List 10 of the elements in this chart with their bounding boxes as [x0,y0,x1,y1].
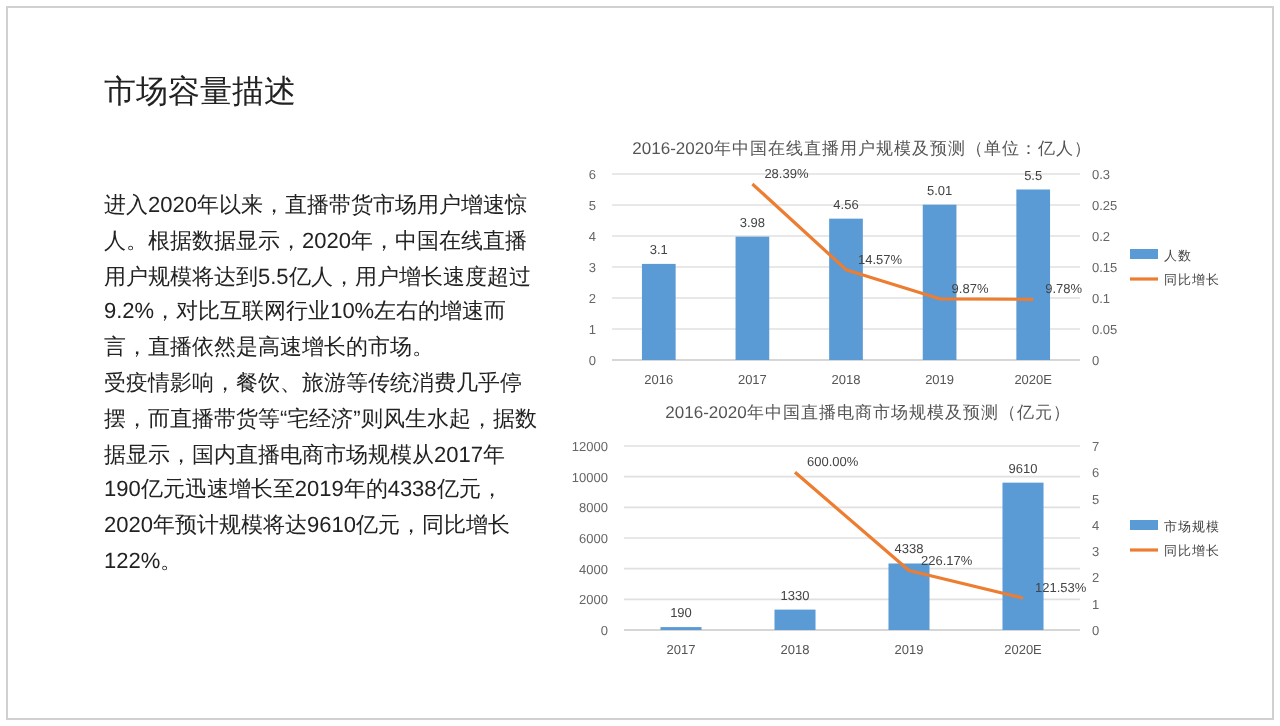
text: 市场容量描述 [104,73,298,114]
text: 进入2020年以来，直播带货市场用户增速惊人。根据数据显示，2020年，中国在线直播用户规模将达到5.5亿人，用户增长速度超过9.2%，对比互联网行业10%左右的增速而言，直播依然是高速增长的市场。 [104,191,533,365]
bar [888,563,930,630]
bar [829,218,863,360]
text: 受疫情影响，餐饮、旅游等传统消费几乎停摆，而直播带货等“宅经济”则风生水起，据数据显示，国内直播电商市场规模从2017年190亿元迅速增长至2019年的4338亿元，2020年预计规模将达9610亿元，同比增长122%。 [104,369,539,578]
bar [735,236,770,360]
chart-title: 2016-2020年中国在线直播用户规模及预测（单位：亿人） [632,138,1092,158]
bar [774,609,816,630]
chart-title: 2016-2020年中国直播电商市场规模及预测（亿元） [665,402,1071,422]
bar [641,263,676,360]
